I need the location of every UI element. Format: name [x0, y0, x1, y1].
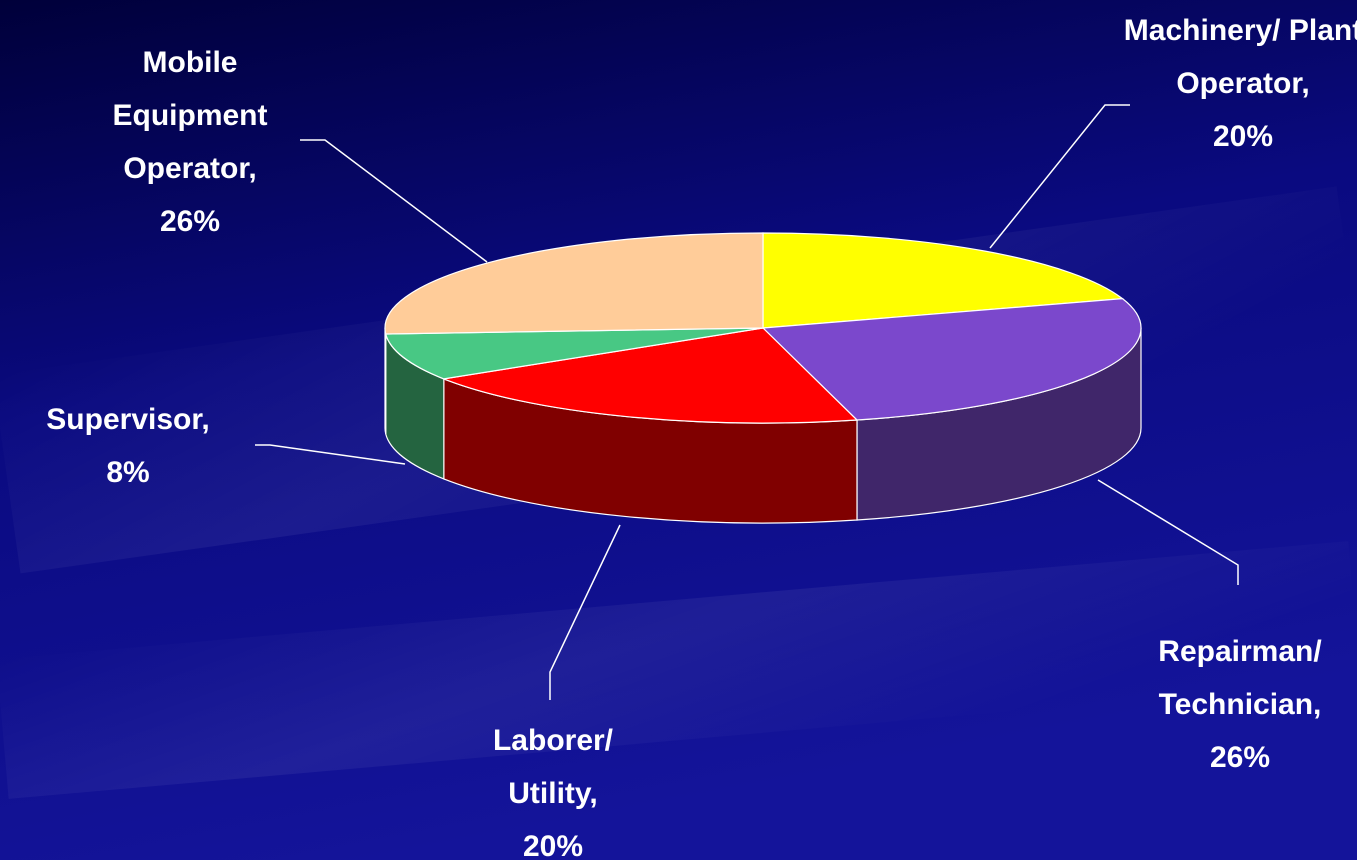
leader-line [255, 444, 406, 465]
slice-side [384, 327, 387, 435]
slice [762, 232, 1125, 329]
value-label: 8% [106, 456, 150, 489]
leader-line [1097, 479, 1239, 585]
data-label: Laborer/ Utility, 20% [458, 714, 648, 860]
background-streak [0, 541, 1357, 799]
category-label: Repairman/ Technician, [1158, 635, 1322, 721]
slice [761, 298, 1142, 421]
category-label: Supervisor, [46, 403, 210, 436]
data-label: Mobile Equipment Operator, 26% [75, 36, 305, 248]
slice [441, 327, 859, 424]
value-label: 26% [159, 205, 221, 238]
category-label: Mobile Equipment Operator, [112, 46, 268, 185]
leader-lines [255, 104, 1239, 700]
pie [384, 232, 1142, 524]
data-label: Machinery/ Plant Operator, 20% [1118, 4, 1357, 163]
leader-line [989, 104, 1130, 249]
data-label: Repairman/ Technician, 26% [1115, 625, 1357, 784]
category-label: Machinery/ Plant Operator, [1123, 14, 1357, 100]
leader-line [300, 139, 488, 263]
value-label: 20% [1212, 120, 1274, 153]
slice [384, 232, 764, 335]
value-label: 20% [522, 830, 584, 860]
data-label: Supervisor, 8% [0, 393, 256, 499]
category-label: Laborer/ Utility, [492, 724, 614, 810]
leader-line [549, 524, 621, 700]
slice [384, 327, 764, 380]
value-label: 26% [1209, 741, 1271, 774]
